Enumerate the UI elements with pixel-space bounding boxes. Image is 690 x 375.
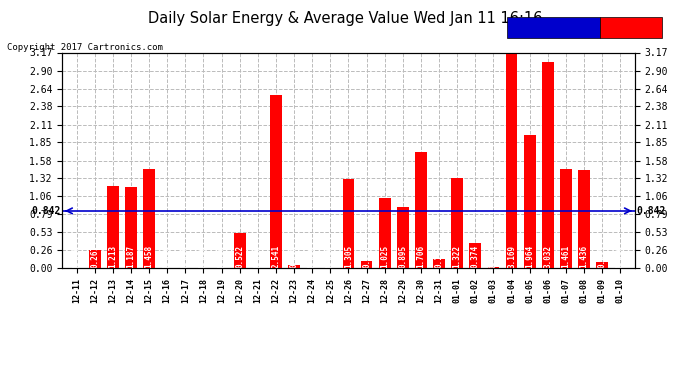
Text: 1.706: 1.706 [417, 244, 426, 268]
Text: 1.458: 1.458 [145, 244, 154, 268]
Bar [288, 265, 300, 268]
Text: 0.127: 0.127 [435, 244, 444, 268]
Text: 0.000: 0.000 [253, 244, 262, 268]
Bar [560, 169, 572, 268]
Bar [107, 186, 119, 268]
Text: Daily  ($): Daily ($) [604, 22, 658, 32]
Text: 0.374: 0.374 [471, 244, 480, 268]
Text: 0.095: 0.095 [598, 244, 607, 268]
Text: Copyright 2017 Cartronics.com: Copyright 2017 Cartronics.com [7, 43, 163, 52]
Text: 1.213: 1.213 [108, 244, 117, 268]
Bar [361, 261, 373, 268]
Text: 2.541: 2.541 [271, 244, 280, 268]
Text: 0.000: 0.000 [72, 244, 81, 268]
Bar [451, 178, 463, 268]
Text: 1.322: 1.322 [453, 244, 462, 268]
Text: 0.895: 0.895 [398, 244, 407, 268]
Bar [469, 243, 481, 268]
Bar [144, 169, 155, 268]
Text: 0.842: 0.842 [32, 206, 61, 216]
Bar [506, 53, 518, 268]
Text: 0.842: 0.842 [637, 206, 666, 216]
Text: 1.305: 1.305 [344, 244, 353, 268]
Text: 0.000: 0.000 [326, 244, 335, 268]
Text: 0.000: 0.000 [181, 244, 190, 268]
Bar [488, 267, 500, 268]
Text: 1.964: 1.964 [525, 244, 534, 268]
Bar [397, 207, 408, 268]
Text: 0.000: 0.000 [308, 244, 317, 268]
Bar [270, 95, 282, 268]
Text: 3.032: 3.032 [543, 244, 552, 268]
Text: 1.461: 1.461 [562, 244, 571, 268]
Text: 0.000: 0.000 [615, 244, 625, 268]
Text: 0.267: 0.267 [90, 244, 99, 268]
Text: 0.000: 0.000 [217, 244, 226, 268]
Bar [524, 135, 535, 268]
Bar [89, 250, 101, 268]
Bar [125, 188, 137, 268]
Text: Average ($): Average ($) [511, 22, 570, 32]
Text: 0.102: 0.102 [362, 244, 371, 268]
Text: 0.023: 0.023 [489, 244, 498, 268]
Bar [578, 171, 590, 268]
Text: 0.000: 0.000 [199, 244, 208, 268]
Text: 1.025: 1.025 [380, 244, 389, 268]
Bar [433, 260, 445, 268]
Bar [342, 179, 355, 268]
Text: 0.048: 0.048 [290, 244, 299, 268]
Bar [379, 198, 391, 268]
Bar [542, 62, 553, 268]
Text: Daily Solar Energy & Average Value Wed Jan 11 16:16: Daily Solar Energy & Average Value Wed J… [148, 11, 542, 26]
Bar [596, 262, 608, 268]
Text: 1.436: 1.436 [580, 244, 589, 268]
Bar [234, 232, 246, 268]
Text: 0.000: 0.000 [163, 244, 172, 268]
Text: 3.169: 3.169 [507, 244, 516, 268]
Text: 0.522: 0.522 [235, 244, 244, 268]
Bar [415, 152, 427, 268]
Text: 1.187: 1.187 [126, 244, 135, 268]
